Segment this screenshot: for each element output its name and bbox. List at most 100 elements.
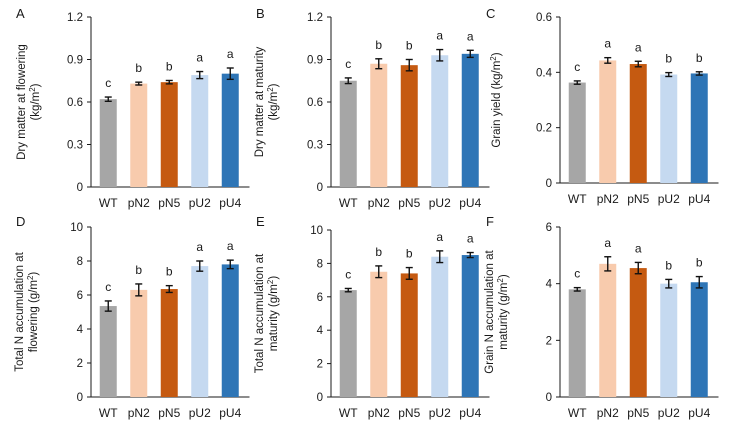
category-label-wt: WT: [568, 192, 587, 206]
category-label-pn5: pN5: [398, 406, 420, 420]
y-tick-label: 0.9: [307, 55, 323, 67]
y-tick-label: 0: [77, 392, 83, 404]
significance-letter: a: [227, 239, 234, 253]
y-tick-label: 0: [317, 182, 323, 194]
y-tick-label: 1.2: [307, 12, 323, 24]
significance-letter: a: [436, 29, 443, 43]
category-label-wt: WT: [339, 406, 358, 420]
bar-pu4: [690, 282, 708, 397]
category-label-pn5: pN5: [158, 196, 180, 210]
y-tick-label: 0.3: [307, 140, 323, 152]
significance-letter: c: [345, 267, 351, 281]
significance-letter: b: [135, 263, 142, 277]
category-label-pu2: pU2: [429, 196, 451, 210]
bar-pn2: [599, 60, 617, 183]
bar-wt: [568, 82, 586, 183]
significance-letter: b: [406, 247, 413, 261]
category-label-pu4: pU4: [459, 196, 481, 210]
panel-f: F 0 2 4 6 Grain N accumulation at maturity (g/…: [484, 214, 719, 420]
bar-pu4: [461, 255, 479, 397]
y-tick-label: 0.9: [67, 55, 83, 67]
significance-letter: a: [467, 232, 474, 246]
panel-e: E 0 2 4 6 8 10 Total N accumulation at maturity …: [254, 214, 490, 420]
y-tick-label: 0.4: [536, 67, 553, 79]
y-tick-label: 0.2: [536, 123, 552, 135]
y-axis-title: maturity (g/m2): [496, 274, 511, 350]
category-label-pu4: pU4: [219, 196, 241, 210]
bar-pn2: [130, 83, 148, 187]
category-label-pn2: pN2: [597, 192, 619, 206]
bar-wt: [99, 99, 117, 187]
category-label-pu2: pU2: [189, 406, 211, 420]
bar-wt: [339, 290, 357, 397]
bar-pn2: [130, 289, 148, 397]
category-label-pn5: pN5: [398, 196, 420, 210]
y-tick-label: 10: [70, 222, 83, 234]
panel-c: C 0 0.2 0.4 0.6 Grain yield (kg/m2) c WT a pN2 a pN…: [486, 6, 719, 206]
y-tick-label: 2: [317, 359, 323, 371]
category-label-pu2: pU2: [658, 192, 680, 206]
category-label-wt: WT: [568, 406, 587, 420]
category-label-pn2: pN2: [597, 406, 619, 420]
y-tick-label: 8: [317, 258, 323, 270]
y-tick-label: 4: [317, 325, 324, 337]
category-label-pu4: pU4: [688, 192, 710, 206]
y-tick-label: 0.3: [67, 140, 83, 152]
significance-letter: a: [467, 29, 474, 43]
bar-pn5: [629, 268, 647, 397]
panel-label: C: [486, 6, 495, 21]
significance-letter: a: [604, 236, 611, 250]
y-tick-label: 6: [546, 222, 552, 234]
bar-pn2: [599, 263, 617, 397]
significance-letter: c: [574, 267, 580, 281]
y-tick-label: 6: [77, 290, 83, 302]
y-axis-title: Total N accumulation at: [14, 251, 26, 371]
bar-pu2: [191, 75, 209, 187]
panel-b: B 0 0.3 0.6 0.9 1.2 Dry matter at maturity (kg/…: [254, 6, 490, 210]
significance-letter: a: [196, 51, 203, 65]
y-tick-label: 0: [546, 178, 552, 190]
y-tick-label: 1.2: [67, 12, 83, 24]
significance-letter: b: [406, 39, 413, 53]
significance-letter: c: [105, 280, 111, 294]
y-axis-title: Dry matter at flowering: [16, 44, 28, 160]
category-label-pn5: pN5: [627, 192, 649, 206]
y-tick-label: 2: [546, 335, 552, 347]
category-label-pu2: pU2: [189, 196, 211, 210]
significance-letter: a: [635, 40, 642, 54]
category-label-pu4: pU4: [459, 406, 481, 420]
y-tick-label: 10: [310, 225, 323, 237]
significance-letter: c: [574, 60, 580, 74]
y-tick-label: 6: [317, 292, 323, 304]
category-label-pu2: pU2: [658, 406, 680, 420]
bar-pn5: [160, 289, 178, 397]
category-label-pu4: pU4: [219, 406, 241, 420]
y-tick-label: 4: [546, 279, 553, 291]
bar-pu2: [660, 74, 678, 183]
y-tick-label: 0.6: [536, 12, 552, 24]
significance-letter: c: [105, 76, 111, 90]
significance-letter: b: [166, 59, 173, 73]
category-label-pu2: pU2: [429, 406, 451, 420]
bar-wt: [339, 80, 357, 187]
bar-pu2: [431, 256, 449, 397]
y-tick-label: 0: [77, 182, 83, 194]
bar-pu2: [431, 55, 449, 187]
bar-pn5: [400, 65, 418, 187]
y-tick-label: 0.6: [307, 97, 323, 109]
significance-letter: b: [665, 52, 672, 66]
bar-pu4: [221, 264, 239, 397]
y-axis-title: Dry matter at maturity: [254, 46, 266, 157]
y-tick-label: 4: [77, 324, 84, 336]
bar-pn5: [160, 82, 178, 187]
y-tick-label: 0: [317, 392, 323, 404]
bar-pu4: [690, 73, 708, 183]
y-tick-label: 8: [77, 256, 83, 268]
panel-label: A: [16, 6, 25, 21]
panel-d: D 0 2 4 6 8 10 Total N accumulation at flowering…: [14, 214, 250, 420]
significance-letter: a: [635, 241, 642, 255]
panel-label: B: [256, 6, 265, 21]
category-label-wt: WT: [99, 196, 118, 210]
y-axis-title: Grain yield (kg/m2): [489, 52, 504, 147]
